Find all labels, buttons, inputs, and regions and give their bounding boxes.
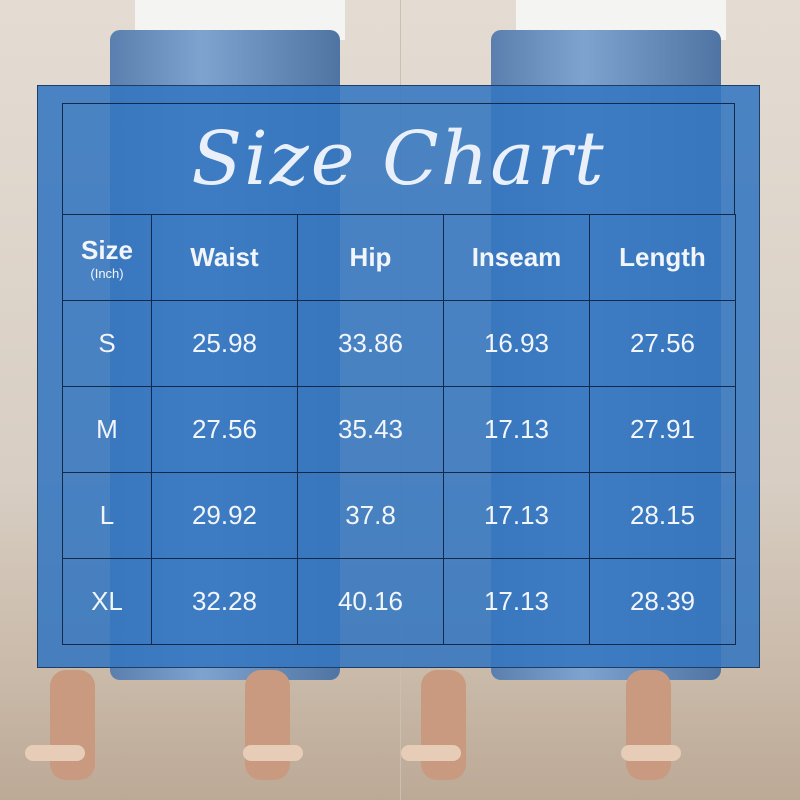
- unit-label: (Inch): [90, 265, 124, 281]
- hip-cell: 35.43: [297, 386, 444, 473]
- hip-cell: 37.8: [297, 472, 444, 559]
- leg: [245, 670, 290, 780]
- table-row: L 29.92 37.8 17.13 28.15: [62, 472, 736, 559]
- title-box: Size Chart: [62, 103, 735, 215]
- sandal: [243, 745, 303, 761]
- waist-cell: 32.28: [151, 558, 298, 645]
- inseam-cell: 17.13: [443, 472, 590, 559]
- size-table: Size (Inch) Waist Hip Inseam Length S 25.…: [62, 214, 736, 645]
- length-cell: 28.15: [589, 472, 736, 559]
- leg: [421, 670, 466, 780]
- waist-cell: 29.92: [151, 472, 298, 559]
- waist-cell: 25.98: [151, 300, 298, 387]
- inseam-cell: 16.93: [443, 300, 590, 387]
- header-length: Length: [589, 214, 736, 301]
- inseam-cell: 17.13: [443, 386, 590, 473]
- sandal: [25, 745, 85, 761]
- chart-title: Size Chart: [191, 116, 606, 202]
- size-cell: M: [62, 386, 152, 473]
- table-row: XL 32.28 40.16 17.13 28.39: [62, 558, 736, 645]
- size-cell: XL: [62, 558, 152, 645]
- sandal: [401, 745, 461, 761]
- leg: [626, 670, 671, 780]
- hip-cell: 33.86: [297, 300, 444, 387]
- size-cell: L: [62, 472, 152, 559]
- leg: [50, 670, 95, 780]
- table-row: M 27.56 35.43 17.13 27.91: [62, 386, 736, 473]
- inseam-cell: 17.13: [443, 558, 590, 645]
- size-cell: S: [62, 300, 152, 387]
- header-size: Size (Inch): [62, 214, 152, 301]
- length-cell: 27.56: [589, 300, 736, 387]
- header-row: Size (Inch) Waist Hip Inseam Length: [62, 214, 736, 301]
- waist-cell: 27.56: [151, 386, 298, 473]
- header-hip: Hip: [297, 214, 444, 301]
- length-cell: 27.91: [589, 386, 736, 473]
- length-cell: 28.39: [589, 558, 736, 645]
- header-size-label: Size: [80, 234, 134, 265]
- table-row: S 25.98 33.86 16.93 27.56: [62, 300, 736, 387]
- sandal: [621, 745, 681, 761]
- header-waist: Waist: [151, 214, 298, 301]
- header-inseam: Inseam: [443, 214, 590, 301]
- hip-cell: 40.16: [297, 558, 444, 645]
